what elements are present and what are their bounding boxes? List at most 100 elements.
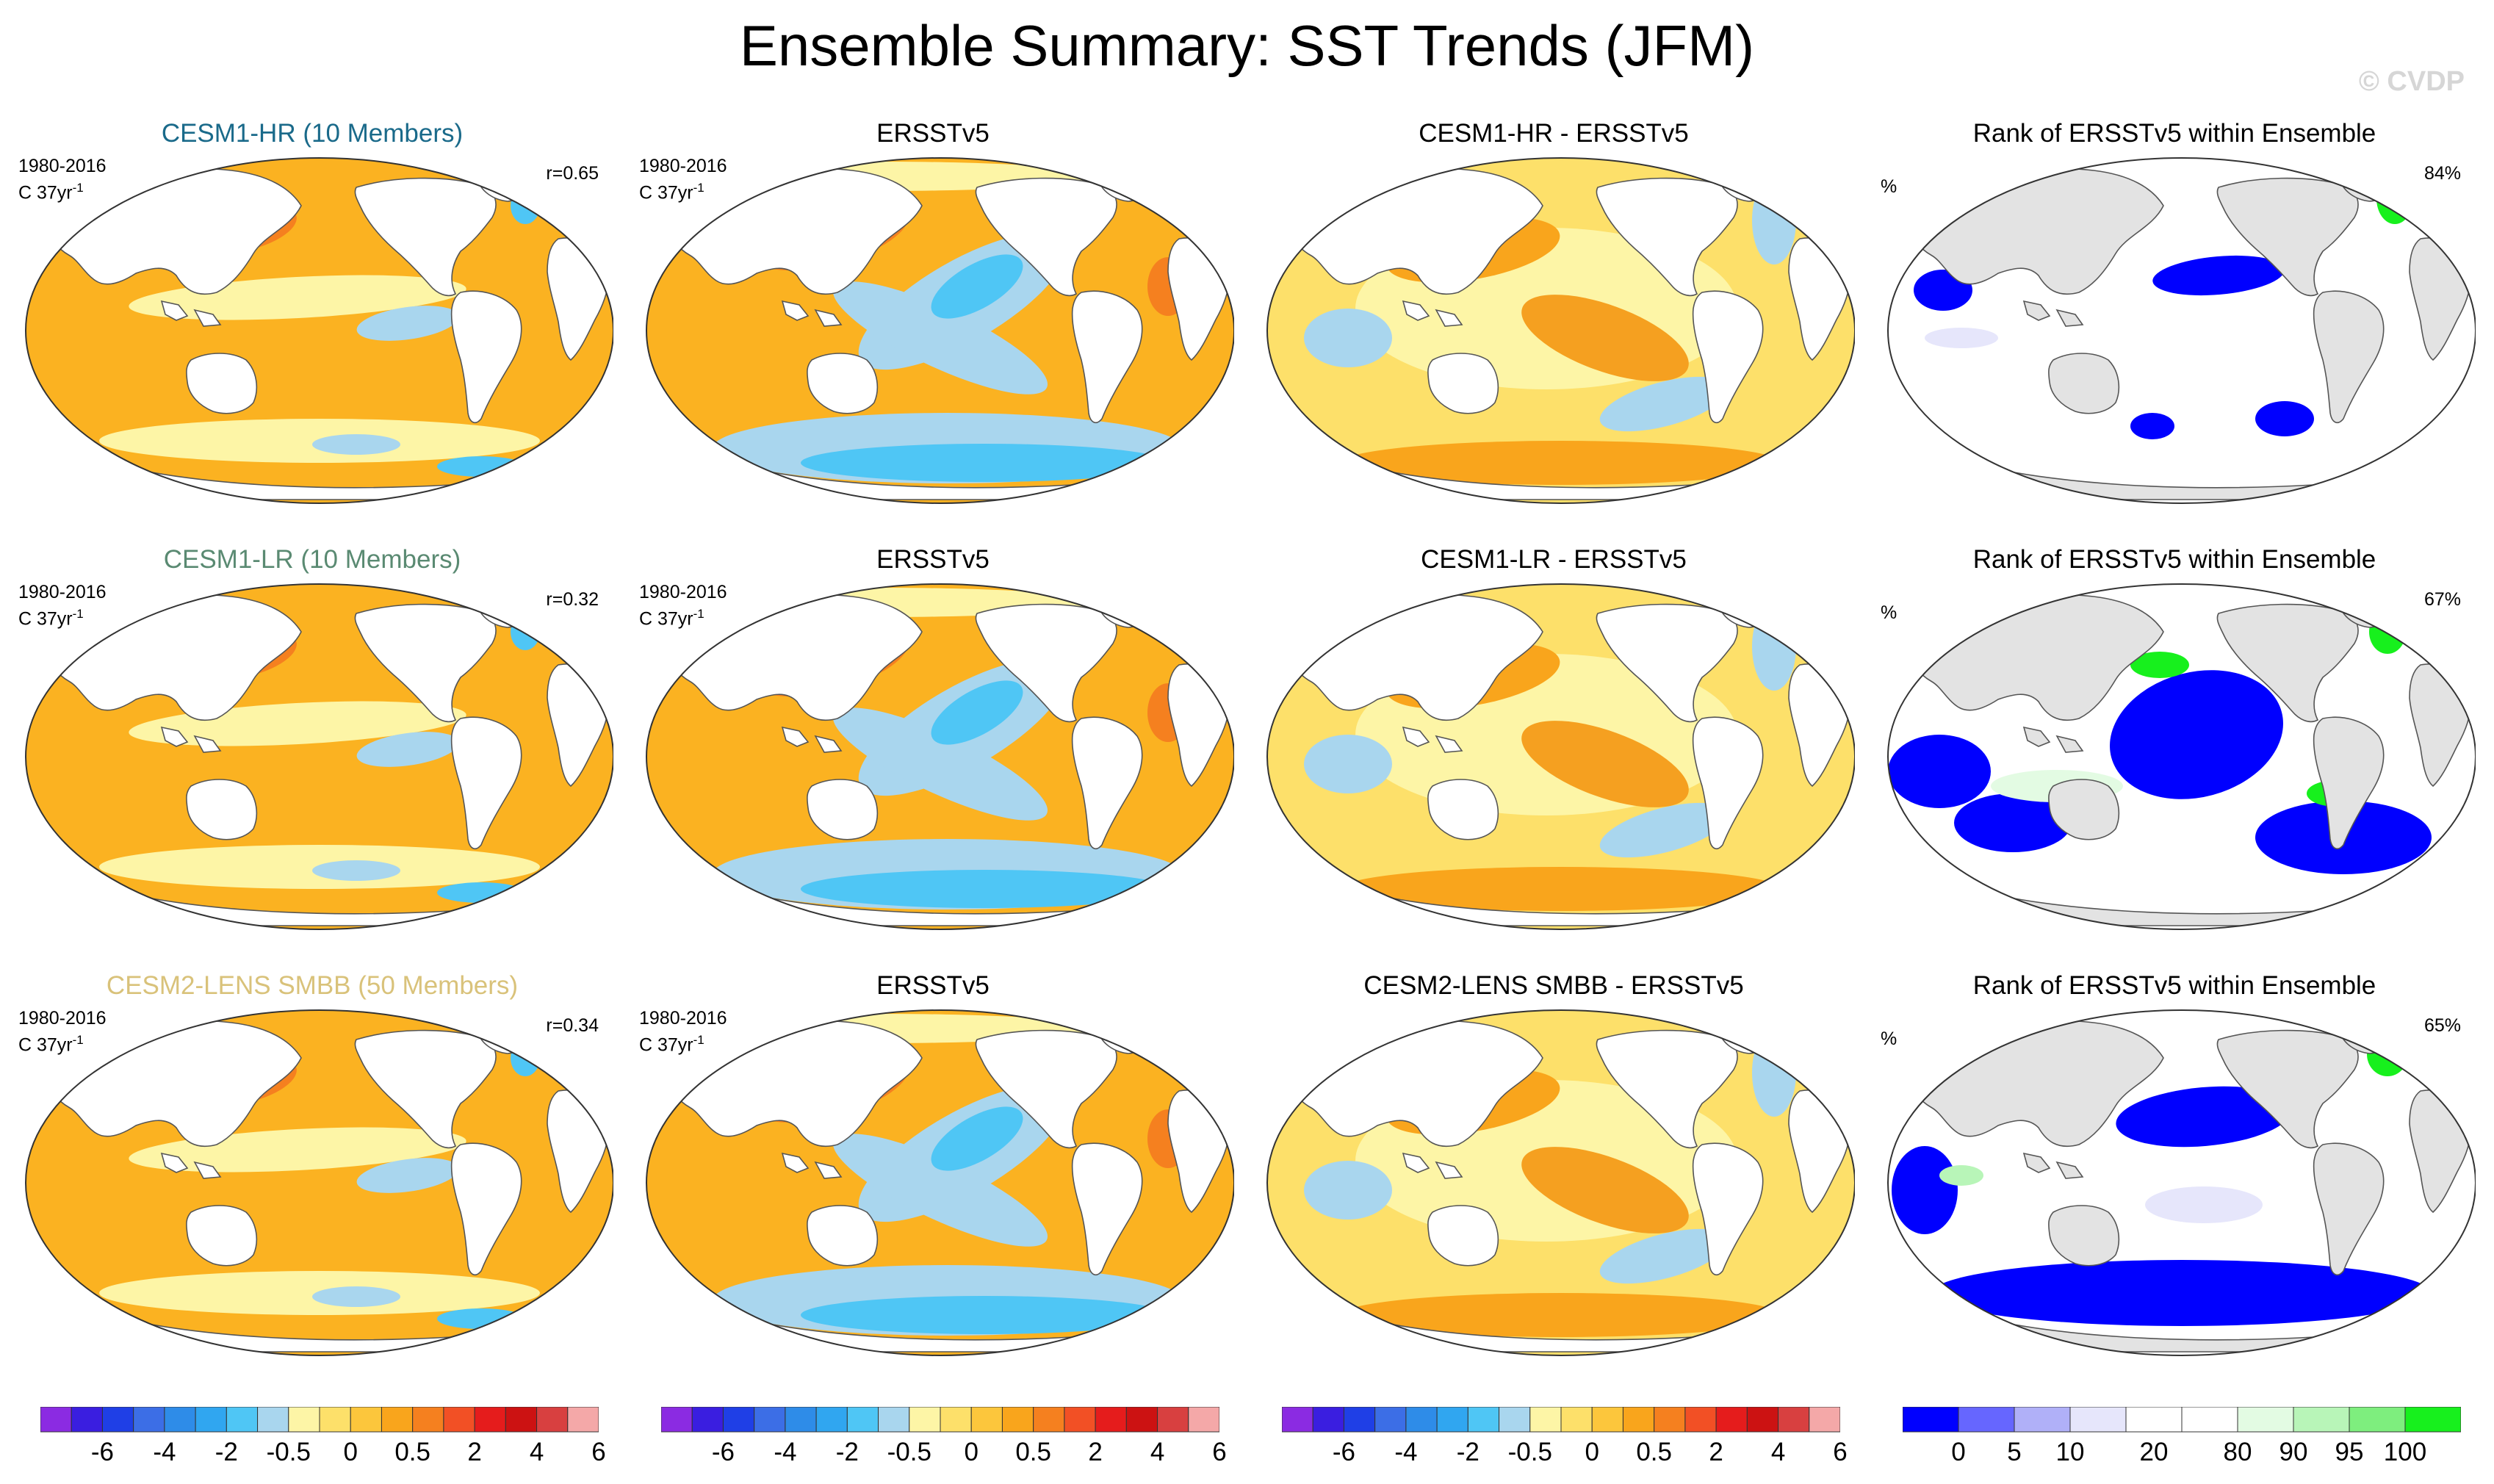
land-mass-4: [193, 735, 222, 753]
panel-title: Rank of ERSSTv5 within Ensemble: [1972, 971, 2376, 1000]
panel-left-label: %: [1881, 1029, 1897, 1050]
colorbar-label: -6: [1332, 1438, 1355, 1466]
field-southern-cool-2: [437, 1308, 525, 1329]
rank-pale-patch: [1925, 328, 1998, 348]
colorbar-swatch: [1746, 1406, 1779, 1433]
rank-high-patch: [2367, 1032, 2408, 1076]
field-cool-tongue: [833, 1134, 1048, 1247]
panel-left-label: 1980-2016 C 37yr-1: [18, 1008, 107, 1056]
map-outline: [1266, 157, 1855, 504]
field-north-atlantic-cool: [511, 1040, 540, 1076]
map-outline: [25, 157, 613, 504]
panel-title: CESM1-LR - ERSSTv5: [1421, 545, 1687, 574]
field-southern-ocean-core: [801, 870, 1168, 908]
land-mass-3: [160, 300, 189, 321]
colorbar-swatch: [846, 1406, 879, 1433]
colorbar-label: -6: [711, 1438, 735, 1466]
colorbar-swatch: [40, 1406, 72, 1433]
field-southern-cool: [312, 860, 400, 881]
colorbar-swatch: [2293, 1406, 2350, 1433]
field-negative-patch: [1304, 735, 1392, 793]
colorbar-label: -2: [1456, 1438, 1480, 1466]
rank-low-patch: [2152, 255, 2285, 296]
rank-low-patch-3: [1954, 793, 2072, 852]
land-mass-4: [193, 1161, 222, 1179]
colorbar-swatch: [1001, 1406, 1034, 1433]
colorbar-swatch: [722, 1406, 755, 1433]
colorbar-label: -4: [1394, 1438, 1418, 1466]
period-label: 1980-2016: [639, 156, 727, 176]
land-mass-7: [450, 1142, 522, 1276]
colorbar-label: -2: [215, 1438, 238, 1466]
land-mass-7: [2313, 716, 2385, 850]
panel-title: Rank of ERSSTv5 within Ensemble: [1972, 545, 2376, 574]
colorbar-swatch: [754, 1406, 786, 1433]
land-mass-2: [807, 779, 879, 840]
map-outline: [646, 583, 1234, 930]
colorbar-swatch: [195, 1406, 227, 1433]
colorbar-label: 20: [2139, 1438, 2169, 1466]
field-positive-patch-2: [1521, 295, 1689, 381]
map-panel: CESM2-LENS SMBB - ERSSTv5: [1253, 970, 1855, 1366]
colorbar-svg: [660, 1406, 1220, 1433]
map-panel: CESM1-HR - ERSSTv5: [1253, 118, 1855, 514]
field-positive-patch-2: [1521, 721, 1689, 807]
field-negative-patch: [1304, 309, 1392, 367]
field-cool-core: [931, 680, 1023, 745]
units-label: C 37yr-1: [18, 607, 84, 630]
page-title: Ensemble Summary: SST Trends (JFM): [739, 13, 1755, 78]
colorbar-swatch: [1281, 1406, 1313, 1433]
colorbar-swatch: [660, 1406, 693, 1433]
colorbar-label: -0.5: [266, 1438, 311, 1466]
colorbar-swatch: [1715, 1406, 1748, 1433]
land-mass-2: [1427, 1205, 1499, 1267]
field-negative-patch-2: [1599, 1228, 1729, 1284]
field-southern-cool: [312, 434, 400, 455]
colorbar-swatch: [1095, 1406, 1127, 1433]
panel-stat: 84%: [2423, 163, 2461, 184]
colorbar-label: 95: [2335, 1438, 2364, 1466]
land-mass-4: [814, 735, 843, 753]
units-label: %: [1881, 602, 1897, 623]
colorbar-label: 6: [1212, 1438, 1227, 1466]
colorbar-swatch: [474, 1406, 506, 1433]
map-panel: ERSSTv5 1980-2016 C 37yr-1: [632, 118, 1234, 514]
colorbar-label: 5: [2007, 1438, 2022, 1466]
colorbar-swatch: [2069, 1406, 2127, 1433]
rank-high-patch: [2130, 652, 2189, 678]
map-svg: [1887, 583, 2476, 930]
colorbar-label: 6: [1833, 1438, 1848, 1466]
land-mass-4: [814, 1161, 843, 1179]
map-svg: [25, 157, 613, 504]
map-panel: CESM1-LR - ERSSTv5: [1253, 544, 1855, 940]
land-mass-9: [2404, 1037, 2454, 1072]
colorbar-label: 2: [1088, 1438, 1103, 1466]
colorbar-swatch: [1684, 1406, 1717, 1433]
land-mass-4: [1435, 735, 1463, 753]
colorbar-label: 100: [2383, 1438, 2427, 1466]
field-cool-patch: [356, 1158, 459, 1193]
colorbar-swatch: [319, 1406, 351, 1433]
colorbar-swatch: [1591, 1406, 1623, 1433]
colorbar-swatch: [2237, 1406, 2294, 1433]
panel-left-label: %: [1881, 176, 1897, 198]
colorbar-swatch: [71, 1406, 103, 1433]
map-svg: [1887, 157, 2476, 504]
land-mass-4: [1435, 309, 1463, 327]
field-cool-tongue: [833, 707, 1048, 821]
land-mass-4: [2055, 735, 2084, 753]
colorbar-label: -4: [774, 1438, 797, 1466]
panel-left-label: 1980-2016 C 37yr-1: [18, 156, 107, 203]
land-mass-4: [814, 309, 843, 327]
colorbar-swatch: [1188, 1406, 1220, 1433]
panel-title: ERSSTv5: [876, 971, 990, 1000]
land-mass-3: [160, 726, 189, 747]
field-north-atlantic-neg: [1752, 176, 1796, 264]
land-mass-9: [1163, 1037, 1213, 1072]
units-label: %: [1881, 176, 1897, 197]
colorbar-swatch: [2125, 1406, 2183, 1433]
map-outline: [25, 1009, 613, 1356]
land-mass-3: [1402, 300, 1430, 321]
colorbar-swatch: [505, 1406, 538, 1433]
period-label: 1980-2016: [18, 1008, 107, 1029]
